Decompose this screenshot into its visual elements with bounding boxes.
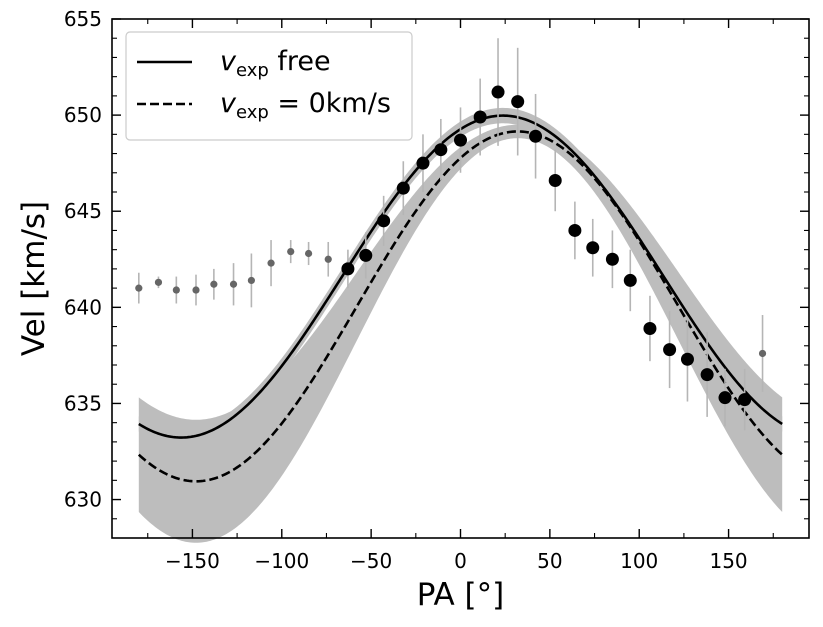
x-tick-label-2: −50 (350, 549, 392, 573)
band-vexp-zero (138, 124, 783, 543)
data-point-0 (341, 262, 355, 276)
y-tick-label-5: 655 (64, 7, 102, 31)
excluded-point-4 (210, 280, 218, 288)
excluded-point-3 (192, 286, 200, 294)
data-point-20 (718, 391, 732, 405)
legend: vexp free vexp = 0km/s (125, 31, 413, 141)
excluded-point-9 (304, 249, 313, 258)
data-point-16 (643, 321, 657, 335)
uncertainty-bands (138, 107, 783, 543)
excluded-point-5 (229, 280, 238, 288)
x-tick-label-4: 50 (537, 549, 562, 573)
x-tick-label-3: 0 (454, 549, 467, 573)
data-point-11 (548, 173, 562, 187)
data-point-12 (568, 223, 582, 237)
y-tick-label-1: 635 (64, 391, 102, 415)
data-point-10 (529, 129, 543, 143)
data-point-9 (511, 95, 525, 109)
data-point-15 (623, 273, 637, 287)
data-points (341, 38, 752, 431)
x-tick-label-5: 100 (620, 549, 658, 573)
axes: −150 −100 −50 0 50 100 150 630 635 640 645 650 655 PA… (16, 7, 810, 613)
excluded-point-6 (247, 276, 255, 285)
y-tick-label-2: 640 (64, 295, 102, 319)
data-point-18 (680, 352, 694, 366)
legend-box (125, 31, 413, 141)
data-point-2 (377, 214, 391, 228)
x-tick-label-1: −100 (254, 549, 309, 573)
excluded-point-7 (267, 259, 275, 267)
line-vexp-zero (137, 130, 784, 483)
data-point-4 (416, 156, 430, 170)
y-tick-label-0: 630 (64, 488, 102, 512)
y-axis-title: Vel [km/s] (16, 201, 52, 356)
data-point-7 (473, 110, 487, 124)
data-point-13 (586, 241, 600, 255)
y-tick-label-4: 650 (64, 103, 102, 127)
excluded-point-8 (287, 247, 295, 256)
data-point-1 (359, 248, 373, 262)
legend-label-0: vexp free (220, 46, 331, 81)
data-point-19 (700, 368, 714, 382)
x-tick-label-0: −150 (165, 549, 220, 573)
excluded-point-11 (758, 349, 767, 358)
data-point-8 (491, 85, 505, 99)
data-point-14 (605, 252, 619, 266)
excluded-points (135, 240, 767, 392)
y-tick-label-3: 645 (64, 199, 102, 223)
excluded-point-1 (154, 278, 163, 286)
excluded-point-2 (172, 286, 180, 294)
data-point-17 (663, 343, 677, 357)
data-point-3 (396, 181, 410, 195)
x-tick-label-6: 150 (709, 549, 747, 573)
data-point-5 (434, 143, 448, 157)
excluded-point-0 (135, 284, 143, 292)
data-point-21 (738, 393, 752, 407)
data-point-6 (454, 133, 467, 147)
excluded-point-10 (324, 255, 332, 263)
legend-label-1: vexp = 0km/s (220, 88, 391, 123)
x-axis-title: PA [°] (417, 577, 504, 613)
